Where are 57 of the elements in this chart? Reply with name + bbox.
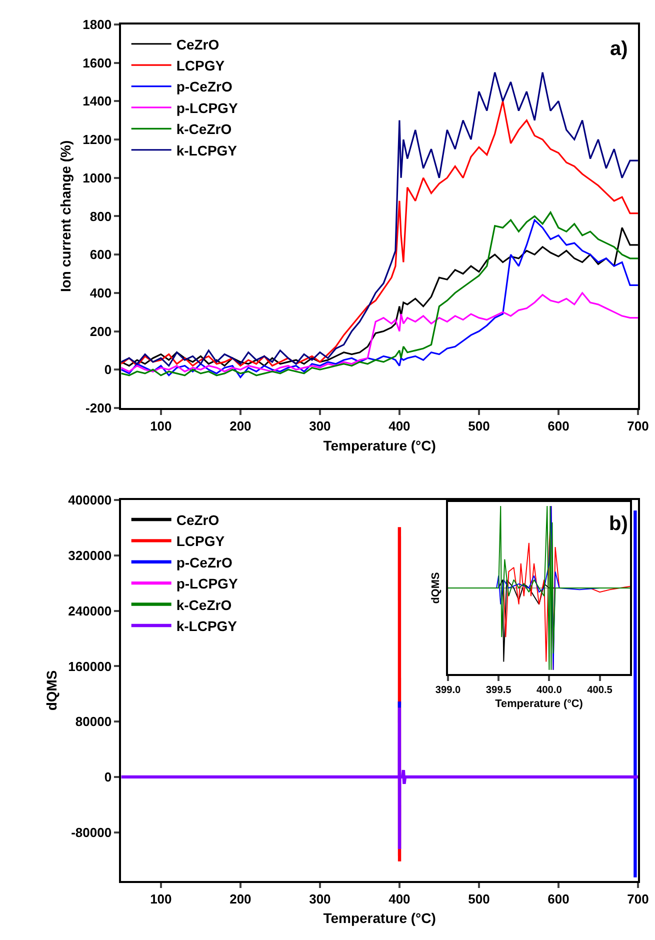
x-tick-label: 400.0 <box>536 685 562 696</box>
line-series <box>121 292 638 372</box>
y-tick-label: -80000 <box>71 824 112 840</box>
x-tick-label: 500 <box>468 418 490 434</box>
y-axis-title: dQMS <box>430 572 442 604</box>
y-tick-label: 800 <box>90 208 112 224</box>
legend-label: k-CeZrO <box>176 596 232 613</box>
y-tick-label: 400000 <box>68 492 112 508</box>
x-tick-label: 300 <box>309 418 331 434</box>
y-tick-label: 1400 <box>82 94 112 109</box>
annotation: a) <box>610 38 628 60</box>
legend-label: p-LCPGY <box>176 576 238 592</box>
x-tick-label: 100 <box>150 891 172 906</box>
x-tick-label: 200 <box>230 418 252 434</box>
y-tick-label: 1000 <box>82 170 112 186</box>
y-tick-label: 1800 <box>82 16 112 32</box>
legend-label: CeZrO <box>176 36 220 52</box>
x-tick-label: 400 <box>388 418 410 434</box>
x-tick-label: 700 <box>627 891 649 906</box>
x-axis-title: Temperature (°C) <box>323 437 436 454</box>
x-axis-title: Temperature (°C) <box>495 698 584 710</box>
legend-label: p-CeZrO <box>176 78 232 95</box>
y-tick-label: 0 <box>104 362 112 378</box>
x-tick-label: 399.0 <box>435 685 462 696</box>
y-tick-label: 200 <box>90 324 112 339</box>
y-tick-label: 80000 <box>75 714 112 730</box>
legend-label: LCPGY <box>176 533 226 550</box>
legend-label: k-LCPGY <box>176 618 238 634</box>
y-axis-title: dQMS <box>43 670 60 711</box>
y-tick-label: 600 <box>90 247 112 262</box>
y-tick-label: 320000 <box>68 548 112 563</box>
x-tick-label: 500 <box>468 891 490 906</box>
y-tick-label: -200 <box>86 400 112 416</box>
legend-label: p-CeZrO <box>176 554 232 570</box>
x-tick-label: 300 <box>309 891 331 906</box>
y-tick-label: 400 <box>90 285 112 300</box>
y-tick-label: 160000 <box>68 658 112 674</box>
annotation: b) <box>609 513 628 535</box>
x-tick-label: 400 <box>388 891 410 906</box>
legend-label: LCPGY <box>176 58 226 74</box>
y-tick-label: 1200 <box>82 132 112 148</box>
x-tick-label: 600 <box>548 891 570 906</box>
x-tick-label: 399.5 <box>486 685 512 696</box>
x-tick-label: 600 <box>548 418 570 434</box>
x-tick-label: 100 <box>150 418 172 434</box>
x-tick-label: 200 <box>230 891 252 906</box>
legend-label: CeZrO <box>176 512 220 528</box>
x-tick-label: 700 <box>627 418 649 434</box>
y-axis-title: Ion current change (%) <box>58 140 74 292</box>
y-tick-label: 1600 <box>82 55 112 70</box>
legend-label: k-CeZrO <box>176 121 232 138</box>
x-tick-label: 400.5 <box>587 685 613 696</box>
legend-label: p-LCPGY <box>176 100 238 116</box>
legend-label: k-LCPGY <box>176 142 238 158</box>
y-tick-label: 240000 <box>68 603 112 618</box>
y-tick-label: 0 <box>104 770 112 784</box>
x-axis-title: Temperature (°C) <box>323 910 436 926</box>
